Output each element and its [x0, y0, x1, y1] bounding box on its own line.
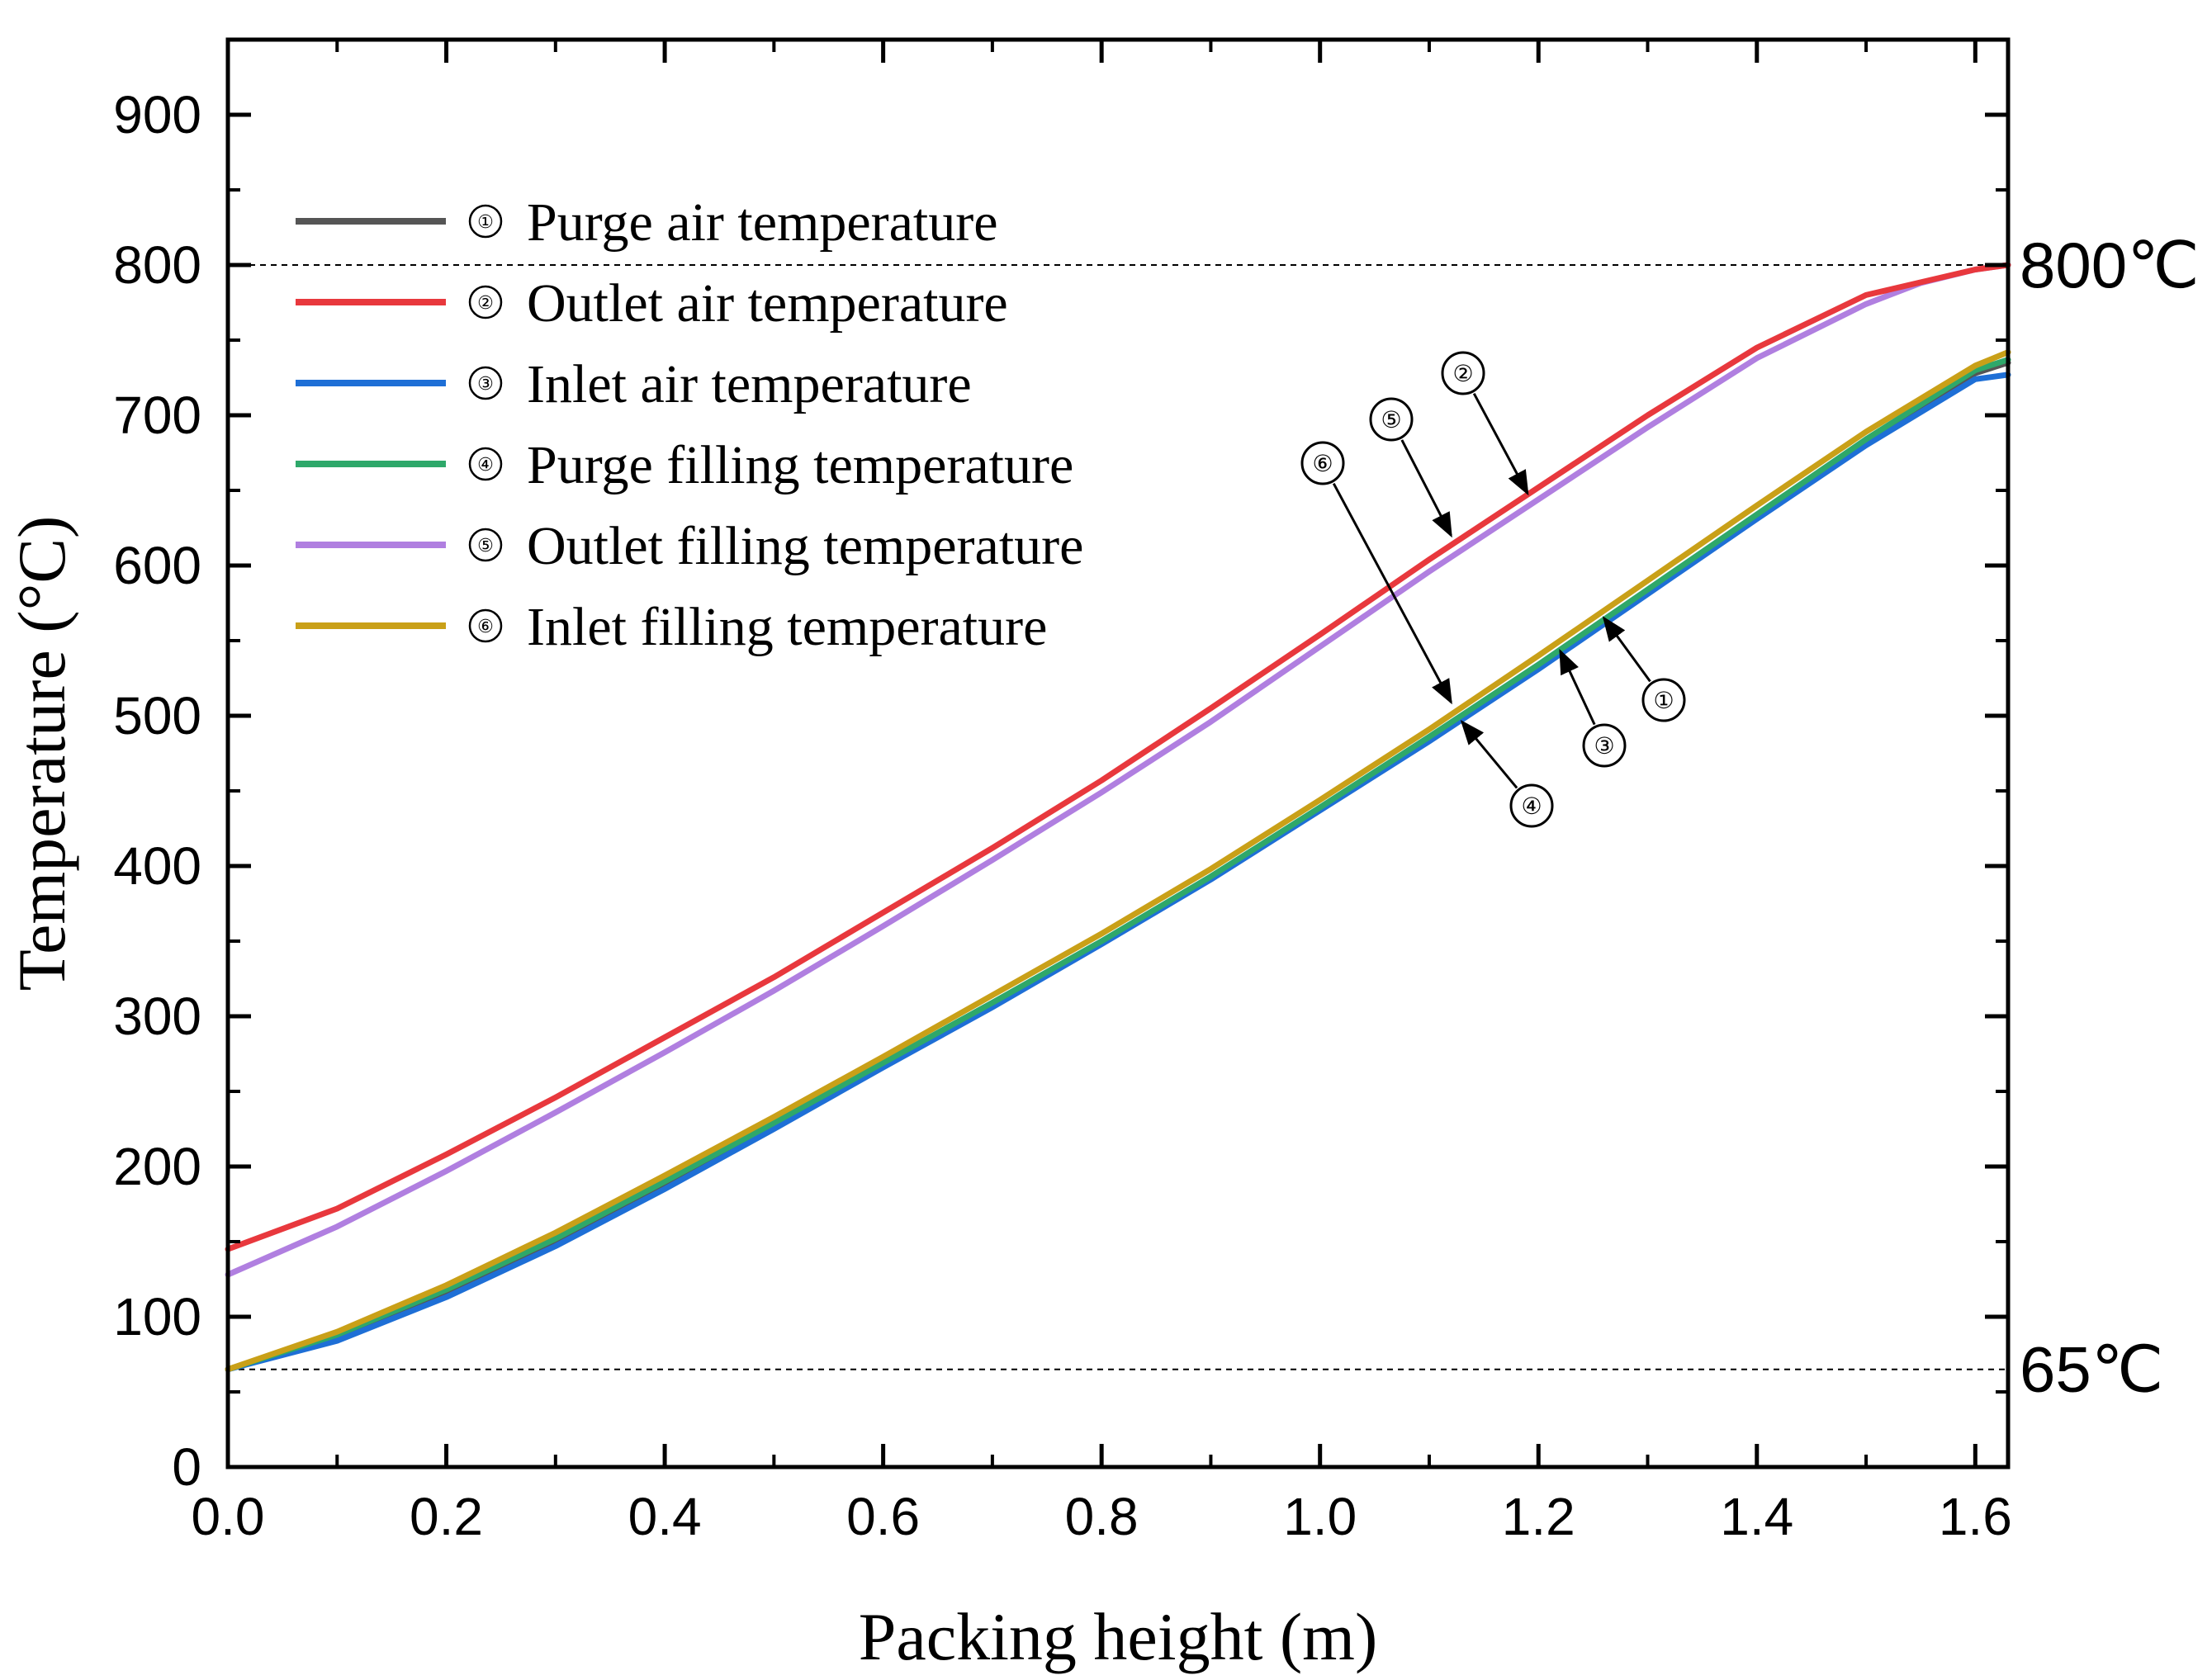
plot-frame	[225, 37, 2011, 1469]
series-line-5	[225, 262, 2011, 1278]
y-tick-label: 900	[113, 85, 201, 144]
axes: 0.0 0.2 0.4 0.6 0.8 1.0 1.2 1.4 1.6 0 100 200 300 400…	[113, 37, 2012, 1546]
y-tick-label: 700	[113, 386, 201, 445]
annotation-circle-4	[1509, 783, 1554, 828]
legend-label-4: Purge filling temperature	[527, 435, 1073, 495]
legend-marker-circle-1	[468, 204, 503, 239]
x-axis-title: Packing height (m)	[859, 1599, 1378, 1674]
legend-label-6: Inlet filling temperature	[527, 597, 1047, 657]
legend-marker-circle-4	[468, 447, 503, 481]
legend-marker-circle-5	[468, 528, 503, 562]
x-tick-label: 0.6	[846, 1487, 920, 1546]
series-line-4	[225, 357, 2011, 1373]
annotation-arrow-5	[1400, 439, 1452, 538]
x-tick-label: 0.0	[192, 1487, 265, 1546]
annotation-label-4: ④	[1521, 793, 1542, 820]
legend-marker-5: ⑤	[477, 536, 494, 556]
annotation-circle-5	[1369, 397, 1414, 442]
annotation-label-1: ①	[1653, 687, 1674, 714]
y-tick-label: 800	[113, 235, 201, 295]
y-tick-label: 300	[113, 987, 201, 1046]
legend-label-3: Inlet air temperature	[527, 354, 972, 414]
series-lines	[225, 262, 2011, 1373]
x-tick-label: 1.4	[1720, 1487, 1793, 1546]
annotation-circle-3	[1582, 723, 1627, 768]
y-tick-label: 600	[113, 536, 201, 595]
x-tick-label: 1.2	[1502, 1487, 1575, 1546]
annotation-arrow-2	[1472, 392, 1529, 496]
legend: ① Purge air temperature ② Outlet air temper…	[296, 192, 1083, 657]
annotation-label-2: ②	[1452, 360, 1473, 387]
series-line-6	[225, 349, 2011, 1373]
legend-marker-circle-6	[468, 608, 503, 643]
annotation-label-5: ⑤	[1381, 406, 1401, 433]
annotation-arrow-1	[1602, 616, 1651, 683]
reference-label-max-temp: 800℃	[2020, 229, 2200, 301]
x-tick-label: 1.0	[1283, 1487, 1357, 1546]
legend-label-1: Purge air temperature	[527, 192, 998, 253]
annotation-label-6: ⑥	[1312, 450, 1333, 477]
annotation-arrow-4	[1460, 719, 1518, 789]
legend-marker-2: ②	[477, 293, 494, 314]
y-axis-title: Temperature (°C)	[4, 516, 79, 991]
x-tick-label: 0.8	[1065, 1487, 1139, 1546]
y-tick-label: 100	[113, 1287, 201, 1346]
y-tick-label: 500	[113, 686, 201, 745]
x-tick-label: 0.2	[410, 1487, 483, 1546]
x-tick-label: 1.6	[1939, 1487, 2012, 1546]
reference-label-min-temp: 65℃	[2020, 1333, 2163, 1406]
annotation-arrow-6	[1332, 482, 1452, 705]
annotation-arrows: ① ② ③ ④ ⑤ ⑥	[1300, 351, 1686, 828]
legend-marker-1: ①	[477, 212, 494, 233]
y-tick-label: 0	[172, 1437, 201, 1497]
annotation-arrow-3	[1559, 649, 1596, 726]
y-tick-label: 400	[113, 836, 201, 896]
series-line-2	[225, 262, 2011, 1252]
legend-marker-circle-2	[468, 285, 503, 319]
y-tick-label: 200	[113, 1137, 201, 1196]
legend-marker-4: ④	[477, 455, 494, 476]
annotation-circle-1	[1641, 678, 1686, 722]
annotation-circle-6	[1300, 441, 1345, 485]
x-tick-label: 0.4	[628, 1487, 702, 1546]
legend-marker-circle-3	[468, 366, 503, 400]
legend-label-2: Outlet air temperature	[527, 273, 1008, 334]
legend-label-5: Outlet filling temperature	[527, 516, 1083, 576]
legend-marker-6: ⑥	[477, 617, 494, 637]
annotation-label-3: ③	[1594, 732, 1614, 760]
annotation-circle-2	[1441, 351, 1485, 395]
reference-lines: 800℃ 65℃	[228, 229, 2200, 1406]
legend-marker-3: ③	[477, 374, 494, 395]
